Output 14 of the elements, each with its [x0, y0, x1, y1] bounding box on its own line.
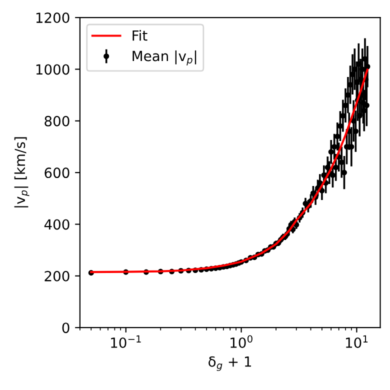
- legend-label: Mean |v$_{p}$|: [132, 50, 196, 66]
- x-tick-label: 10$^{1}$: [346, 335, 368, 348]
- y-tick-label: 200: [44, 270, 70, 282]
- x-axis-title: δ$_{g}$ + 1: [208, 356, 252, 371]
- legend-label: Fit: [132, 30, 148, 41]
- y-tick-label: 600: [44, 168, 70, 178]
- y-tick-label: 800: [44, 116, 70, 126]
- y-tick-label: 1200: [36, 12, 70, 24]
- y-tick-label: 400: [44, 219, 70, 230]
- x-tick-label: 10$^{0}$: [230, 335, 252, 348]
- x-tick-label: 10$^{−1}$: [111, 335, 141, 348]
- y-axis-title: |v$_{p}$| [km/s]: [14, 137, 30, 208]
- y-tick-label: 0: [62, 322, 70, 334]
- y-tick-label: 1000: [36, 64, 70, 75]
